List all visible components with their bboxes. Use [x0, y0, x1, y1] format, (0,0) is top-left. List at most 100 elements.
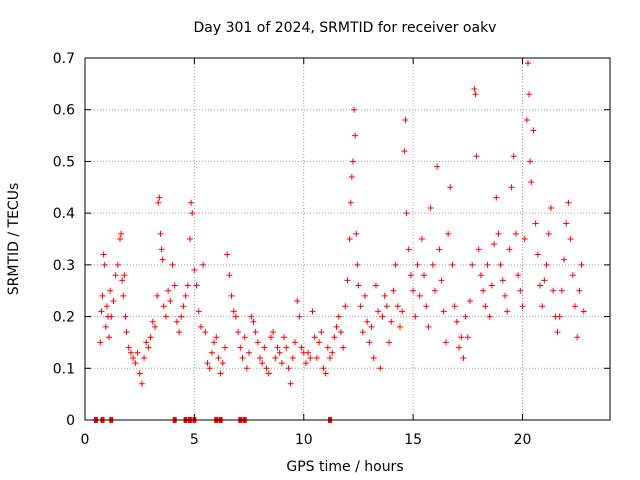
data-point [155, 199, 162, 206]
data-point [309, 308, 316, 315]
data-point [316, 339, 323, 346]
data-point [504, 308, 511, 315]
data-point [561, 256, 568, 263]
data-point [250, 318, 257, 325]
data-point [486, 313, 493, 320]
data-point [123, 329, 130, 336]
data-point [248, 313, 255, 320]
data-point [215, 354, 222, 361]
x-tick-label: 10 [295, 432, 313, 448]
data-point [534, 251, 541, 258]
data-point [195, 308, 202, 315]
data-point [219, 360, 226, 367]
data-point [305, 349, 312, 356]
data-point [285, 365, 292, 372]
data-point [477, 272, 484, 279]
data-point [569, 272, 576, 279]
data-point [97, 339, 104, 346]
data-point [188, 199, 195, 206]
data-point [451, 303, 458, 310]
y-tick-label: 0.5 [53, 154, 75, 170]
data-point [333, 323, 340, 330]
data-point [331, 334, 338, 341]
data-point [556, 313, 563, 320]
data-point [184, 282, 191, 289]
data-point [493, 194, 500, 201]
data-point [469, 261, 476, 268]
data-point [329, 349, 336, 356]
data-point [445, 230, 452, 237]
data-point [402, 117, 409, 124]
data-point [208, 349, 215, 356]
data-point [530, 127, 537, 134]
data-point [379, 313, 386, 320]
data-point [106, 334, 113, 341]
data-point [462, 313, 469, 320]
data-point [246, 349, 253, 356]
data-point [432, 287, 438, 294]
data-point [259, 360, 266, 367]
data-point [580, 308, 587, 315]
data-point [206, 365, 213, 372]
data-point [392, 261, 399, 268]
data-point [421, 272, 428, 279]
data-point [313, 354, 320, 361]
data-point [272, 354, 279, 361]
data-point [484, 261, 491, 268]
data-point [464, 334, 471, 341]
data-point [472, 91, 479, 98]
data-point [368, 323, 375, 330]
data-point [515, 272, 522, 279]
data-point [159, 256, 166, 263]
y-tick-label: 0 [66, 413, 75, 429]
data-point [217, 370, 224, 377]
data-point [165, 287, 172, 294]
data-point [539, 303, 546, 310]
data-point [173, 318, 180, 325]
data-point [414, 261, 421, 268]
data-point [200, 261, 207, 268]
data-point [337, 329, 344, 336]
data-point [438, 277, 445, 284]
data-point [241, 334, 248, 341]
data-point [130, 354, 137, 361]
data-point [399, 308, 406, 315]
data-point [517, 287, 524, 294]
data-point [434, 163, 441, 170]
y-tick-label: 0.4 [53, 206, 75, 222]
data-point [471, 86, 478, 93]
axis-ticks: 0 0.1 0.2 0.3 0.4 0.5 0.6 0.7 0 5 10 15 20 [53, 51, 610, 448]
data-point [554, 329, 561, 336]
data-point [276, 349, 283, 356]
data-point [226, 272, 233, 279]
data-point [232, 313, 239, 320]
data-point [108, 313, 115, 320]
data-point [386, 339, 393, 346]
data-point [145, 344, 152, 351]
data-point [370, 354, 377, 361]
data-point [521, 236, 528, 242]
data-point [353, 230, 360, 237]
data-point [176, 329, 183, 336]
data-point [348, 173, 355, 180]
data-point [347, 199, 354, 206]
data-point [162, 313, 169, 320]
data-point [121, 272, 128, 279]
data-point [265, 370, 272, 377]
data-point [578, 261, 585, 268]
data-point [346, 236, 353, 242]
data-point [278, 360, 285, 367]
data-point [118, 230, 125, 237]
data-point [412, 313, 419, 320]
data-point [230, 308, 237, 315]
data-point [574, 334, 581, 341]
data-point [197, 323, 204, 330]
data-point [488, 282, 495, 289]
data-point [526, 91, 533, 98]
data-point [565, 199, 572, 206]
data-point [541, 277, 548, 284]
data-point [99, 292, 106, 299]
data-point [320, 365, 327, 372]
data-point [366, 339, 373, 346]
data-point [222, 344, 228, 351]
